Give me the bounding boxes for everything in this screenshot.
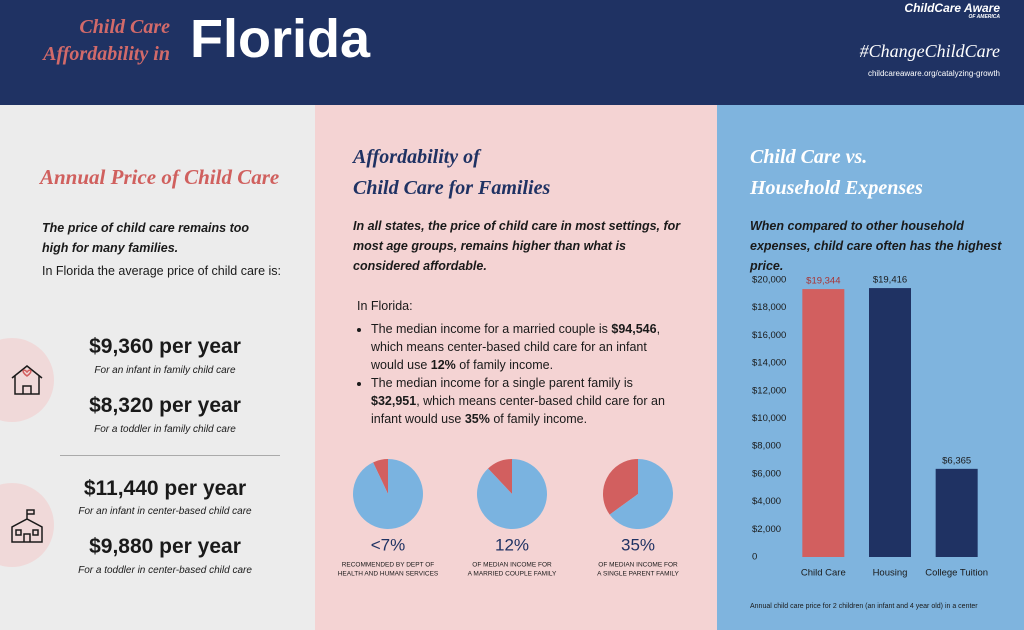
right-heading: Child Care vs. Household Expenses — [750, 142, 923, 204]
bullet-text: , which means center-based child care fo… — [371, 322, 661, 372]
logo-text: ChildCare Aware — [904, 1, 1000, 15]
price-desc: For a toddler in center-based child care — [78, 565, 252, 576]
y-tick-label: $14,000 — [752, 358, 786, 369]
price: $8,320 per year — [89, 394, 241, 417]
hashtag: #ChangeChildCare — [859, 41, 1000, 61]
price-desc: For a toddler in family child care — [94, 424, 236, 435]
x-tick-label: Housing — [873, 568, 908, 579]
school-icon — [11, 509, 43, 543]
bar — [802, 289, 845, 557]
pie-slice — [602, 459, 638, 515]
price: $9,360 per year — [89, 335, 241, 358]
x-tick-label: Child Care — [801, 568, 846, 579]
middle-panel — [315, 105, 717, 630]
value-label: $6,365 — [942, 455, 971, 466]
left-text: In Florida the average price of child ca… — [42, 264, 282, 278]
pie-slice — [488, 459, 512, 494]
y-tick-label: $2,000 — [752, 524, 781, 535]
middle-intro: In all states, the price of child care i… — [353, 219, 681, 273]
header-kicker: Child Care Affordability in — [0, 14, 170, 68]
heading-line: Child Care vs. — [750, 146, 868, 168]
pie-caption: RECOMMENDED BY DEPT OF — [342, 562, 435, 569]
y-tick-label: $12,000 — [752, 385, 786, 396]
middle-heading: Affordability of Child Care for Families — [353, 142, 550, 204]
icon-circle — [0, 483, 54, 567]
pie-caption: A MARRIED COUPLE FAMILY — [468, 571, 557, 578]
price: $11,440 per year — [83, 477, 247, 500]
y-tick-label: $6,000 — [752, 468, 781, 479]
pie-caption: A SINGLE PARENT FAMILY — [597, 571, 679, 578]
header-kicker-line: Child Care — [79, 16, 170, 38]
bar — [869, 288, 911, 557]
y-tick-label: $8,000 — [752, 441, 781, 452]
pie-label: 12% — [495, 535, 529, 554]
heading-line: Household Expenses — [750, 177, 923, 199]
bullet-text: of family income. — [489, 412, 588, 426]
price: $9,880 per year — [89, 535, 241, 558]
home-icon — [11, 365, 43, 395]
bullet-text: , which means center-based child care fo… — [371, 394, 665, 426]
logo-sub: OF AMERICA — [968, 14, 1000, 20]
heading-line: Affordability of — [353, 146, 480, 168]
icon-circle — [0, 338, 54, 422]
middle-lead: In Florida: — [357, 299, 413, 313]
y-tick-label: 0 — [752, 552, 757, 563]
bullet: The median income for a single parent fa… — [371, 374, 681, 428]
pie-caption: OF MEDIAN INCOME FOR — [472, 562, 552, 569]
x-tick-label: College Tuition — [925, 568, 988, 579]
y-tick-label: $10,000 — [752, 413, 786, 424]
bullet-emphasis: 35% — [464, 412, 490, 426]
bullet-emphasis: $94,546 — [611, 322, 657, 336]
bullet-emphasis: 12% — [430, 358, 456, 372]
divider — [60, 455, 280, 456]
pie-caption: HEALTH AND HUMAN SERVICES — [338, 571, 439, 578]
value-label: $19,344 — [806, 276, 840, 287]
pie-slice — [477, 459, 548, 529]
header-kicker-line: Affordability in — [43, 43, 170, 65]
heading-line: Child Care for Families — [353, 177, 551, 199]
pie-label: <7% — [371, 535, 406, 554]
url: childcareaware.org/catalyzing-growth — [867, 69, 1000, 78]
bullet-text: The median income for a single parent fa… — [371, 376, 633, 390]
bullet-text: of family income. — [455, 358, 554, 372]
header-band — [0, 0, 1024, 105]
left-intro: The price of child care remains too high… — [42, 221, 250, 255]
bullet-text: The median income for a married couple i… — [371, 322, 612, 336]
left-heading: Annual Price of Child Care — [40, 165, 280, 189]
pie-slice — [353, 459, 423, 529]
y-tick-label: $4,000 — [752, 496, 781, 507]
right-intro: When compared to other household expense… — [750, 219, 1002, 273]
price-desc: For an infant in center-based child care — [78, 506, 252, 517]
y-tick-label: $16,000 — [752, 330, 786, 341]
y-tick-label: $20,000 — [752, 275, 786, 286]
pie-slice — [373, 459, 388, 494]
pie-label: 35% — [621, 535, 655, 554]
bar — [935, 468, 978, 557]
price-desc: For an infant in family child care — [94, 365, 236, 376]
pie-slice — [609, 459, 673, 529]
header-title: Florida — [190, 9, 371, 69]
footnote: Annual child care price for 2 children (… — [750, 603, 978, 610]
pie-caption: OF MEDIAN INCOME FOR — [598, 562, 678, 569]
value-label: $19,416 — [873, 275, 907, 286]
bullet-list: The median income for a married couple i… — [357, 320, 681, 428]
y-tick-label: $18,000 — [752, 302, 786, 313]
bullet: The median income for a married couple i… — [371, 320, 681, 374]
bullet-emphasis: $32,951 — [371, 394, 417, 408]
logo: ChildCare Aware OF AMERICA — [900, 2, 1000, 20]
